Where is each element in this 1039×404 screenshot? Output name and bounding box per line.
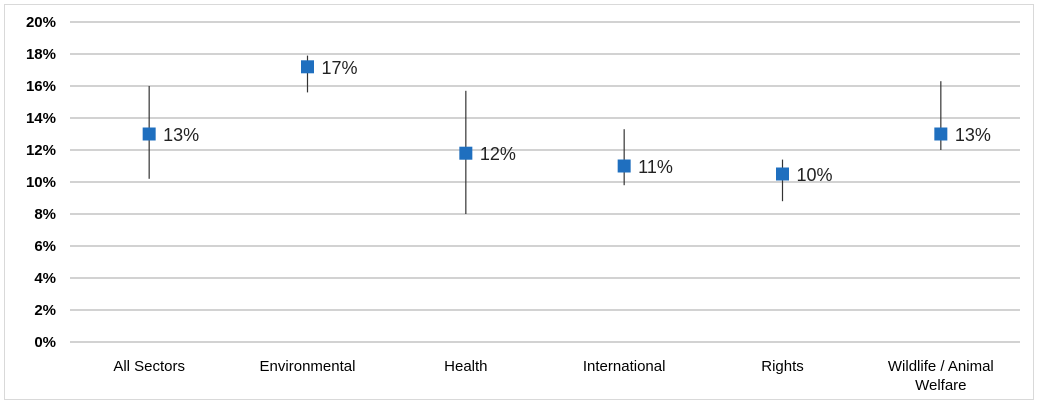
y-tick-label: 12% [26, 142, 56, 159]
y-tick-label: 0% [34, 334, 56, 351]
x-tick-label: Welfare [915, 377, 966, 394]
chart-frame [4, 4, 1034, 400]
data-point-marker [617, 159, 631, 173]
y-tick-label: 2% [34, 302, 56, 319]
y-tick-label: 6% [34, 238, 56, 255]
data-label: 12% [480, 144, 516, 164]
x-tick-label: International [583, 358, 666, 375]
y-tick-label: 10% [26, 174, 56, 191]
y-tick-label: 18% [26, 46, 56, 63]
y-tick-label: 14% [26, 110, 56, 127]
data-point-marker [301, 60, 314, 74]
x-tick-label: All Sectors [113, 358, 185, 375]
data-label: 10% [797, 165, 833, 185]
x-tick-label: Rights [761, 358, 804, 375]
y-tick-label: 20% [26, 14, 56, 31]
data-point-marker [459, 146, 473, 160]
y-tick-label: 4% [34, 270, 56, 287]
y-tick-label: 16% [26, 78, 56, 95]
data-label: 13% [163, 125, 199, 145]
data-point-marker [776, 167, 789, 181]
x-tick-label: Environmental [260, 358, 356, 375]
data-label: 11% [638, 157, 673, 177]
data-point-marker [142, 127, 156, 141]
x-tick-label: Wildlife / Animal [888, 358, 994, 375]
data-label: 17% [322, 58, 358, 78]
data-point-marker [934, 127, 948, 141]
x-tick-label: Health [444, 358, 487, 375]
data-label: 13% [955, 125, 991, 145]
y-tick-label: 8% [34, 206, 56, 223]
